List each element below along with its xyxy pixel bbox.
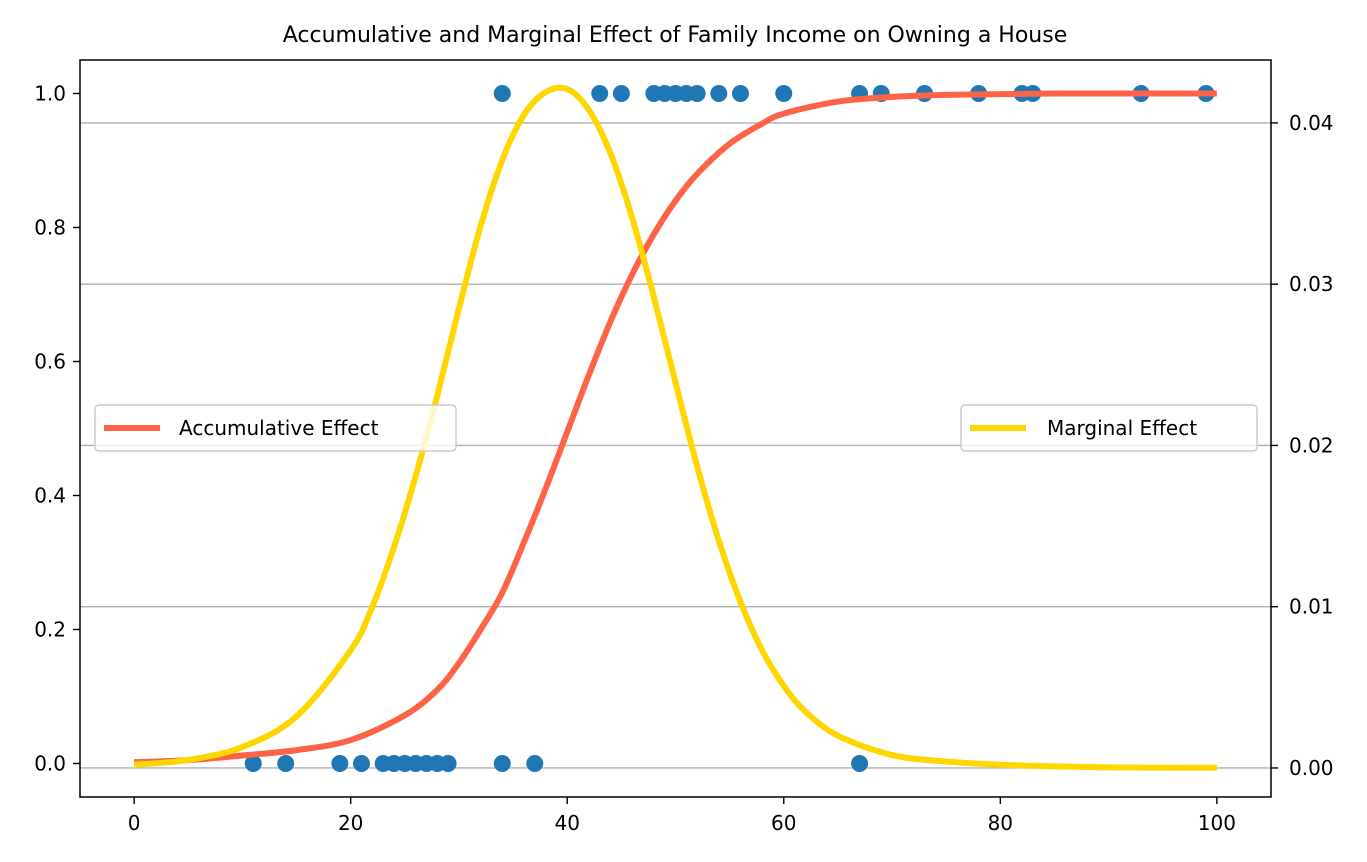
- scatter-point-2: [331, 755, 349, 772]
- y-right-tick-label-2: 0.02: [1289, 433, 1334, 457]
- scatter-point-24: [775, 85, 793, 102]
- series-line-accumulative-effect: [134, 90, 1217, 766]
- scatter-point-16: [612, 85, 630, 102]
- series-line-marginal-effect: [133, 84, 1217, 771]
- scatter-point-12: [526, 755, 544, 772]
- y-left-tick-label-1: 0.2: [34, 618, 66, 642]
- x-tick-label-2: 40: [555, 811, 580, 835]
- scatter-point-14: [493, 85, 511, 102]
- scatter-point-0: [244, 755, 262, 772]
- y-right-tick-label-0: 0.00: [1289, 756, 1334, 780]
- x-tick-label-0: 0: [128, 811, 141, 835]
- legend-accumulative-box: [94, 404, 457, 452]
- y-left-tick-label-4: 0.8: [34, 216, 66, 240]
- y-right-tick-label-3: 0.03: [1289, 272, 1334, 296]
- x-tick-label-4: 80: [988, 811, 1013, 835]
- scatter-point-3: [353, 755, 371, 772]
- x-tick-label-5: 100: [1198, 811, 1236, 835]
- scatter-point-1: [277, 755, 295, 772]
- x-tick-label-1: 20: [338, 811, 363, 835]
- legend-marginal-box: [960, 404, 1258, 452]
- legend-accumulative-label: Accumulative Effect: [179, 416, 379, 440]
- y-right-tick-label-1: 0.01: [1289, 595, 1334, 619]
- y-right-tick-label-4: 0.04: [1289, 111, 1334, 135]
- y-left-tick-label-2: 0.4: [34, 484, 66, 508]
- chart-title: Accumulative and Marginal Effect of Fami…: [283, 23, 1067, 48]
- y-left-tick-label-5: 1.0: [34, 82, 66, 106]
- scatter-point-22: [710, 85, 728, 102]
- axes: 0 20 40 60 80 100 0.0 0.2 0.4 0.6 0.8 1.0 0.00 0.01 0.…: [34, 59, 1334, 835]
- scatter-point-23: [731, 85, 749, 102]
- scatter-point-11: [493, 755, 511, 772]
- legend-marginal-label: Marginal Effect: [1047, 416, 1197, 440]
- plot-area: [133, 84, 1217, 772]
- legend-accumulative: Accumulative Effect: [94, 404, 457, 452]
- y-left-tick-label-3: 0.6: [34, 350, 66, 374]
- axes-frame: [79, 59, 1272, 798]
- y-left-tick-label-0: 0.0: [34, 752, 66, 776]
- x-tick-label-3: 60: [771, 811, 796, 835]
- scatter-point-15: [591, 85, 609, 102]
- legend-marginal: Marginal Effect: [960, 404, 1258, 452]
- scatter-point-13: [851, 755, 869, 772]
- scatter-point-10: [439, 755, 457, 772]
- scatter-point-21: [688, 85, 706, 102]
